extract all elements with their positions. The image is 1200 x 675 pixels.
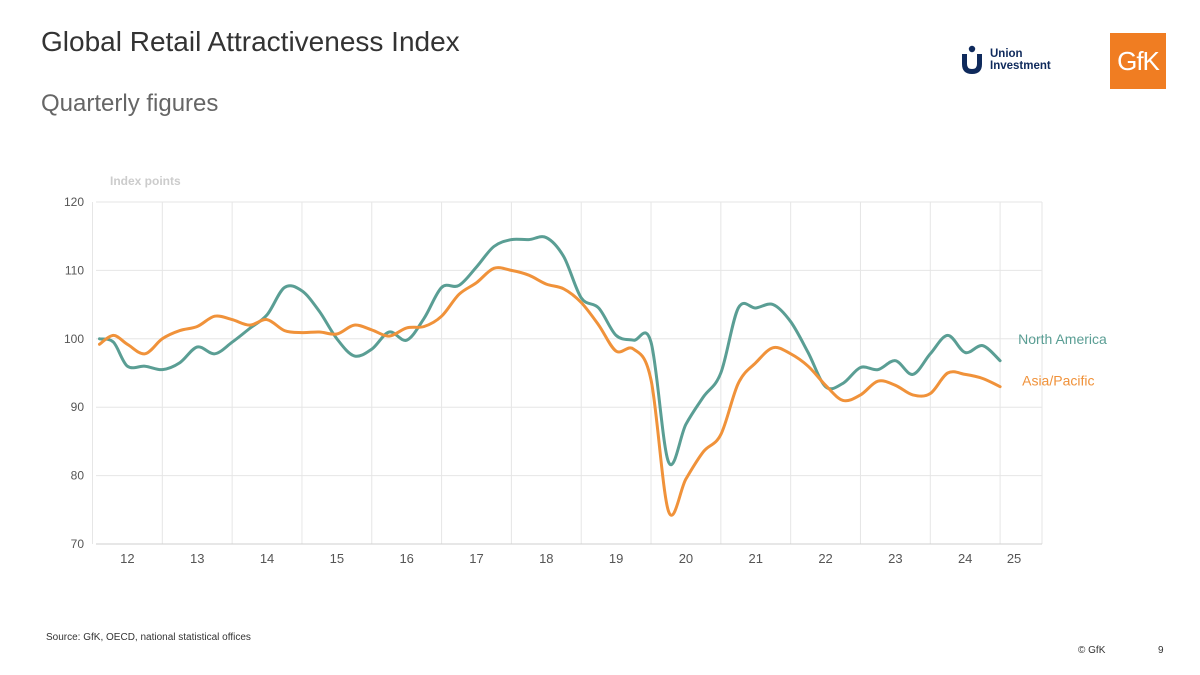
series-line-north-america: [97, 235, 1002, 467]
y-tick-label: 70: [71, 537, 85, 551]
chart-series: North America Asia/Pacific: [97, 235, 1107, 517]
x-tick-label: 21: [749, 551, 763, 566]
x-tick-label: 20: [679, 551, 693, 566]
union-investment-line2: Investment: [990, 60, 1051, 72]
x-tick-label: 22: [818, 551, 832, 566]
union-investment-mark-icon: [960, 45, 984, 75]
y-tick-label: 90: [71, 400, 85, 414]
chart-axes: 70 80 90 100 110 120 12 13 14 15 16 17 18 19 20 21 22 23 2…: [64, 195, 1042, 566]
x-tick-label: 13: [190, 551, 204, 566]
page-subtitle: Quarterly figures: [41, 90, 219, 117]
x-tick-label: 17: [469, 551, 483, 566]
y-axis-label: Index points: [110, 174, 181, 188]
x-tick-label: 23: [888, 551, 902, 566]
chart-grid: [92, 201, 1043, 545]
union-investment-logo: Union Investment: [960, 43, 1070, 77]
y-tick-label: 80: [71, 469, 85, 483]
x-tick-label: 25: [1007, 551, 1021, 566]
x-tick-label: 15: [330, 551, 344, 566]
series-line-asia-pacific: [97, 266, 1002, 517]
x-tick-label: 14: [260, 551, 274, 566]
page-title: Global Retail Attractiveness Index: [41, 26, 460, 57]
x-tick-label: 12: [120, 551, 134, 566]
x-tick-label: 19: [609, 551, 623, 566]
y-tick-label: 120: [64, 195, 84, 209]
x-tick-label: 16: [399, 551, 413, 566]
source-note: Source: GfK, OECD, national statistical …: [46, 632, 251, 643]
y-tick-label: 110: [65, 263, 84, 277]
copyright: © GfK: [1078, 645, 1106, 656]
legend-label: Asia/Pacific: [1022, 373, 1094, 389]
y-tick-label: 100: [64, 332, 84, 346]
page-number: 9: [1158, 645, 1164, 656]
legend-label: North America: [1018, 331, 1107, 347]
x-tick-label: 24: [958, 551, 972, 566]
gfk-logo: GfK: [1110, 33, 1166, 89]
union-investment-line1: Union: [990, 48, 1023, 60]
x-tick-label: 18: [539, 551, 553, 566]
